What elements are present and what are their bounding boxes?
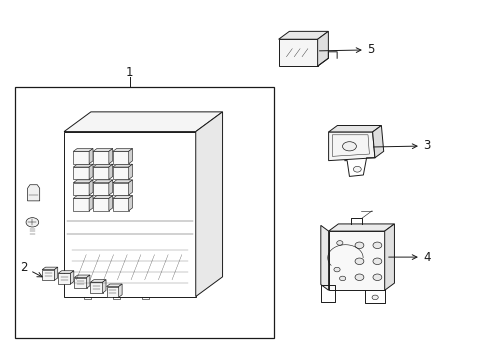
Text: 1: 1 <box>126 66 133 79</box>
Polygon shape <box>109 195 113 211</box>
Text: 4: 4 <box>388 251 430 264</box>
Polygon shape <box>73 164 93 167</box>
Polygon shape <box>89 164 93 179</box>
Polygon shape <box>58 273 70 284</box>
Polygon shape <box>73 195 93 198</box>
Polygon shape <box>58 271 74 273</box>
Polygon shape <box>128 164 132 179</box>
Polygon shape <box>73 167 89 179</box>
Polygon shape <box>93 164 113 167</box>
Polygon shape <box>74 278 86 288</box>
Polygon shape <box>113 180 132 183</box>
Text: 5: 5 <box>319 43 374 56</box>
Polygon shape <box>102 280 106 293</box>
Polygon shape <box>119 284 122 297</box>
Ellipse shape <box>342 142 356 151</box>
Polygon shape <box>93 149 113 152</box>
Polygon shape <box>27 185 40 201</box>
Polygon shape <box>86 275 90 288</box>
Polygon shape <box>106 287 119 297</box>
Polygon shape <box>42 267 58 270</box>
Polygon shape <box>109 180 113 195</box>
Circle shape <box>353 166 361 172</box>
Circle shape <box>372 242 381 248</box>
Polygon shape <box>90 280 106 282</box>
Polygon shape <box>113 149 132 152</box>
Circle shape <box>333 267 340 272</box>
Circle shape <box>354 274 363 280</box>
Polygon shape <box>106 284 122 287</box>
Circle shape <box>354 242 363 248</box>
Polygon shape <box>328 126 381 132</box>
Polygon shape <box>372 126 383 158</box>
Bar <box>15 87 273 338</box>
Polygon shape <box>73 149 93 152</box>
Polygon shape <box>89 180 93 195</box>
Polygon shape <box>328 231 384 290</box>
Polygon shape <box>278 31 328 39</box>
Circle shape <box>371 295 378 300</box>
Circle shape <box>339 276 345 281</box>
Polygon shape <box>93 198 109 211</box>
Polygon shape <box>70 271 74 284</box>
Polygon shape <box>109 149 113 164</box>
Polygon shape <box>93 167 109 179</box>
Polygon shape <box>42 270 54 280</box>
Polygon shape <box>113 195 132 198</box>
Polygon shape <box>89 195 93 211</box>
Polygon shape <box>320 225 328 290</box>
Polygon shape <box>328 224 394 231</box>
Polygon shape <box>384 224 394 290</box>
Polygon shape <box>113 183 128 195</box>
Polygon shape <box>128 180 132 195</box>
Circle shape <box>372 274 381 280</box>
Polygon shape <box>113 167 128 179</box>
Circle shape <box>372 258 381 265</box>
Polygon shape <box>73 180 93 183</box>
Polygon shape <box>73 152 89 164</box>
Polygon shape <box>317 31 328 66</box>
Text: 2: 2 <box>20 261 42 277</box>
Polygon shape <box>113 164 132 167</box>
Polygon shape <box>128 195 132 211</box>
Polygon shape <box>54 267 58 280</box>
Polygon shape <box>109 164 113 179</box>
Polygon shape <box>93 152 109 164</box>
Polygon shape <box>93 183 109 195</box>
Polygon shape <box>73 198 89 211</box>
Polygon shape <box>195 112 222 297</box>
Polygon shape <box>113 152 128 164</box>
Polygon shape <box>93 180 113 183</box>
Circle shape <box>336 240 342 245</box>
Polygon shape <box>73 183 89 195</box>
Polygon shape <box>64 132 195 297</box>
Polygon shape <box>328 132 374 161</box>
Polygon shape <box>128 149 132 164</box>
Polygon shape <box>64 112 222 132</box>
Polygon shape <box>278 39 317 66</box>
Polygon shape <box>74 275 90 278</box>
Circle shape <box>26 218 39 227</box>
Circle shape <box>354 258 363 265</box>
Polygon shape <box>89 149 93 164</box>
Polygon shape <box>93 195 113 198</box>
Text: 3: 3 <box>373 139 430 152</box>
Polygon shape <box>113 198 128 211</box>
Polygon shape <box>90 282 102 293</box>
